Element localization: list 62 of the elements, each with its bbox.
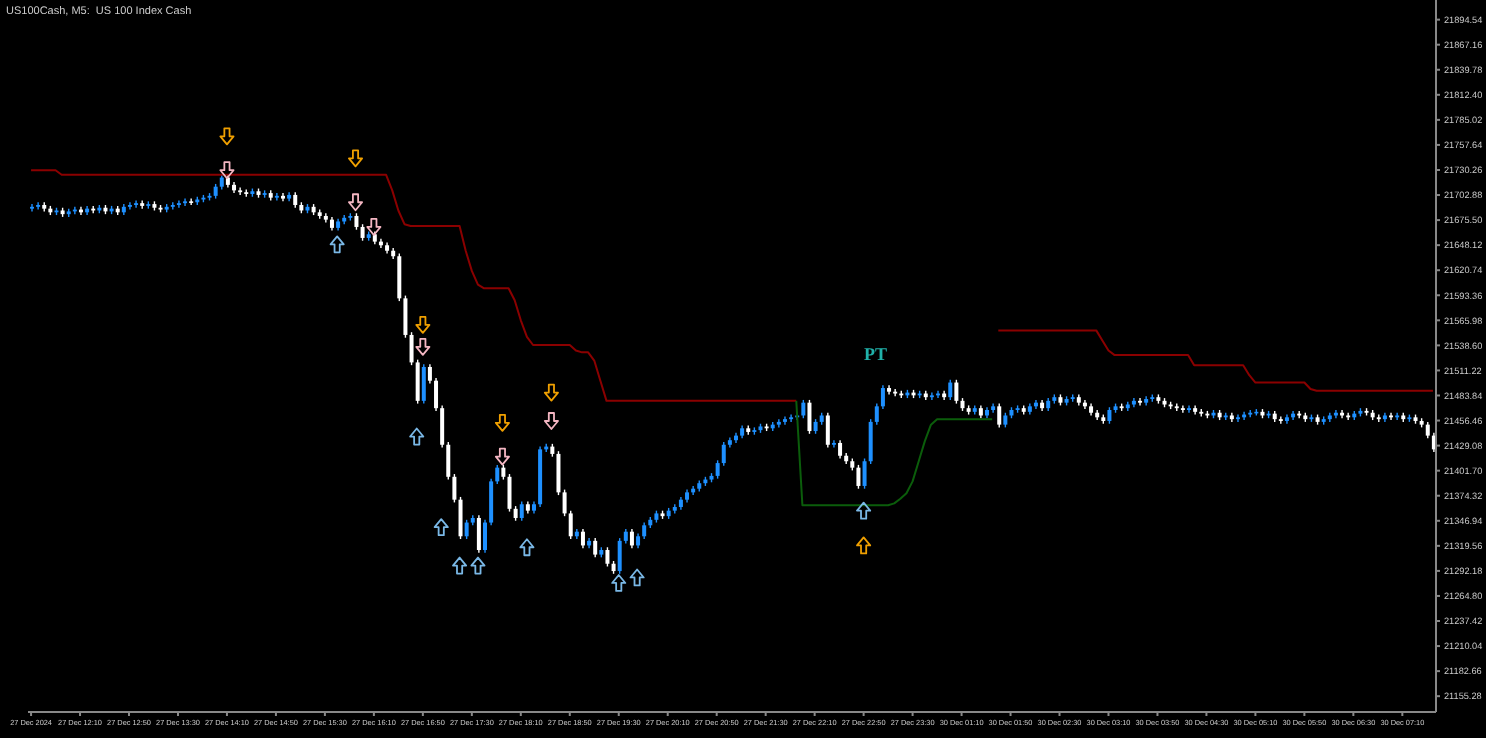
point xyxy=(494,447,510,466)
candlestick xyxy=(476,514,481,554)
point xyxy=(415,337,431,356)
candlestick xyxy=(1193,404,1198,416)
candlestick xyxy=(36,201,41,211)
candlestick xyxy=(140,199,145,210)
candlestick xyxy=(1395,412,1400,421)
candlestick xyxy=(948,379,953,401)
candlestick xyxy=(997,402,1002,429)
point xyxy=(348,149,364,168)
candlestick xyxy=(1346,412,1351,421)
candlestick xyxy=(782,415,787,426)
point xyxy=(219,127,235,146)
candlestick xyxy=(929,391,934,401)
candlestick xyxy=(1138,397,1143,407)
candlestick xyxy=(458,496,463,540)
candlestick xyxy=(507,473,512,513)
candlestick xyxy=(519,500,524,522)
point xyxy=(409,427,425,446)
candlestick xyxy=(580,528,585,549)
point xyxy=(219,161,235,180)
candlestick xyxy=(856,464,861,490)
point xyxy=(611,574,627,592)
point xyxy=(856,501,872,520)
point xyxy=(329,235,345,254)
candlestick xyxy=(238,186,243,196)
candlestick xyxy=(801,399,806,419)
candlestick xyxy=(274,192,279,202)
candlestick xyxy=(893,388,898,397)
candlestick xyxy=(127,201,132,211)
candlestick xyxy=(789,413,794,423)
point xyxy=(856,536,872,555)
candlestick xyxy=(593,537,598,559)
candlestick xyxy=(838,439,843,460)
candlestick xyxy=(831,439,836,449)
candlestick xyxy=(629,528,634,549)
candlestick xyxy=(605,546,610,568)
point xyxy=(452,556,468,575)
candlestick xyxy=(170,201,175,211)
candlestick xyxy=(825,412,830,449)
point xyxy=(415,315,431,334)
candlestick xyxy=(134,199,139,209)
candlestick xyxy=(1278,415,1283,425)
point xyxy=(366,218,382,236)
candlestick xyxy=(183,197,188,207)
point xyxy=(433,518,449,537)
point xyxy=(348,193,364,212)
point xyxy=(629,568,645,587)
candlestick xyxy=(556,450,561,496)
candlestick xyxy=(464,519,469,540)
point xyxy=(543,383,559,402)
candlestick xyxy=(954,379,959,405)
candlestick xyxy=(1180,404,1185,414)
point xyxy=(470,556,486,575)
candlestick xyxy=(807,399,812,435)
candlestick xyxy=(421,363,426,405)
point xyxy=(543,412,559,430)
point xyxy=(494,413,510,432)
point xyxy=(519,538,535,557)
candlestick xyxy=(617,537,622,575)
annotation: PT xyxy=(864,344,888,364)
candlestick xyxy=(176,199,181,209)
